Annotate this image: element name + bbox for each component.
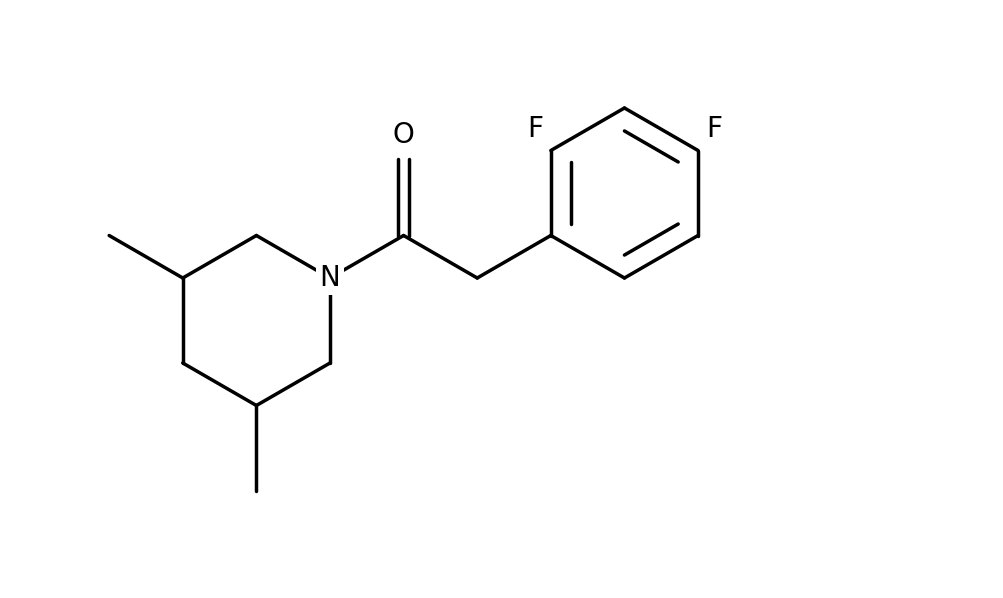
Text: F: F [705, 114, 721, 142]
Text: N: N [319, 264, 340, 292]
Text: F: F [527, 114, 543, 142]
Text: O: O [392, 121, 414, 149]
